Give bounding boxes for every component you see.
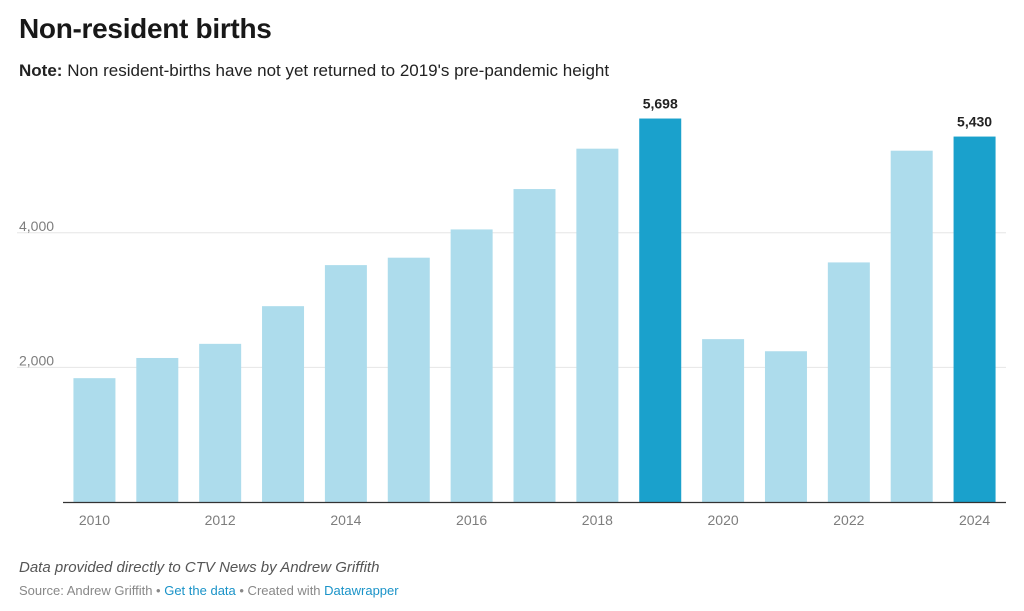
x-tick-label-2012: 2012 [205,512,236,528]
bar-2020 [702,339,745,502]
data-label-2024: 5,430 [957,114,992,130]
data-label-2019: 5,698 [643,96,678,112]
bar-2011 [136,357,179,502]
note-label: Note: [19,61,63,80]
bar-2022 [827,262,870,502]
bar-2013 [262,306,305,502]
get-the-data-link[interactable]: Get the data [164,583,236,598]
x-tick-label-2024: 2024 [959,512,990,528]
bar-2015 [387,257,430,502]
source-line: Source: Andrew Griffith • Get the data •… [19,583,399,598]
bar-2014 [324,265,367,502]
bar-2024 [953,136,996,502]
bar-2023 [890,150,933,502]
chart-title: Non-resident births [19,13,272,44]
x-tick-label-2022: 2022 [833,512,864,528]
bar-2021 [764,351,807,502]
bar-2012 [199,343,242,502]
bar-chart: 2,000 4,000 2010 2012 2014 2016 2018 5,698 2020 2… [17,96,1006,528]
y-tick-label: 2,000 [19,352,54,368]
x-tick-label-2010: 2010 [79,512,110,528]
datawrapper-link[interactable]: Datawrapper [324,583,399,598]
bar-2019 [639,118,682,502]
y-tick-label: 4,000 [19,218,54,234]
x-tick-label-2014: 2014 [330,512,361,528]
bar-2016 [450,229,493,502]
note-text: Non resident-births have not yet returne… [67,61,610,80]
bar-2010 [73,378,116,502]
x-tick-label-2020: 2020 [708,512,739,528]
bar-2017 [513,189,556,502]
chart-note: Note: Non resident-births have not yet r… [19,61,609,81]
data-caption: Data provided directly to CTV News by An… [19,559,380,576]
created-with-text: • Created with [235,583,325,598]
x-tick-label-2016: 2016 [456,512,487,528]
bar-2018 [576,148,619,503]
x-tick-label-2018: 2018 [582,512,613,528]
source-text: Source: Andrew Griffith • [19,583,165,598]
